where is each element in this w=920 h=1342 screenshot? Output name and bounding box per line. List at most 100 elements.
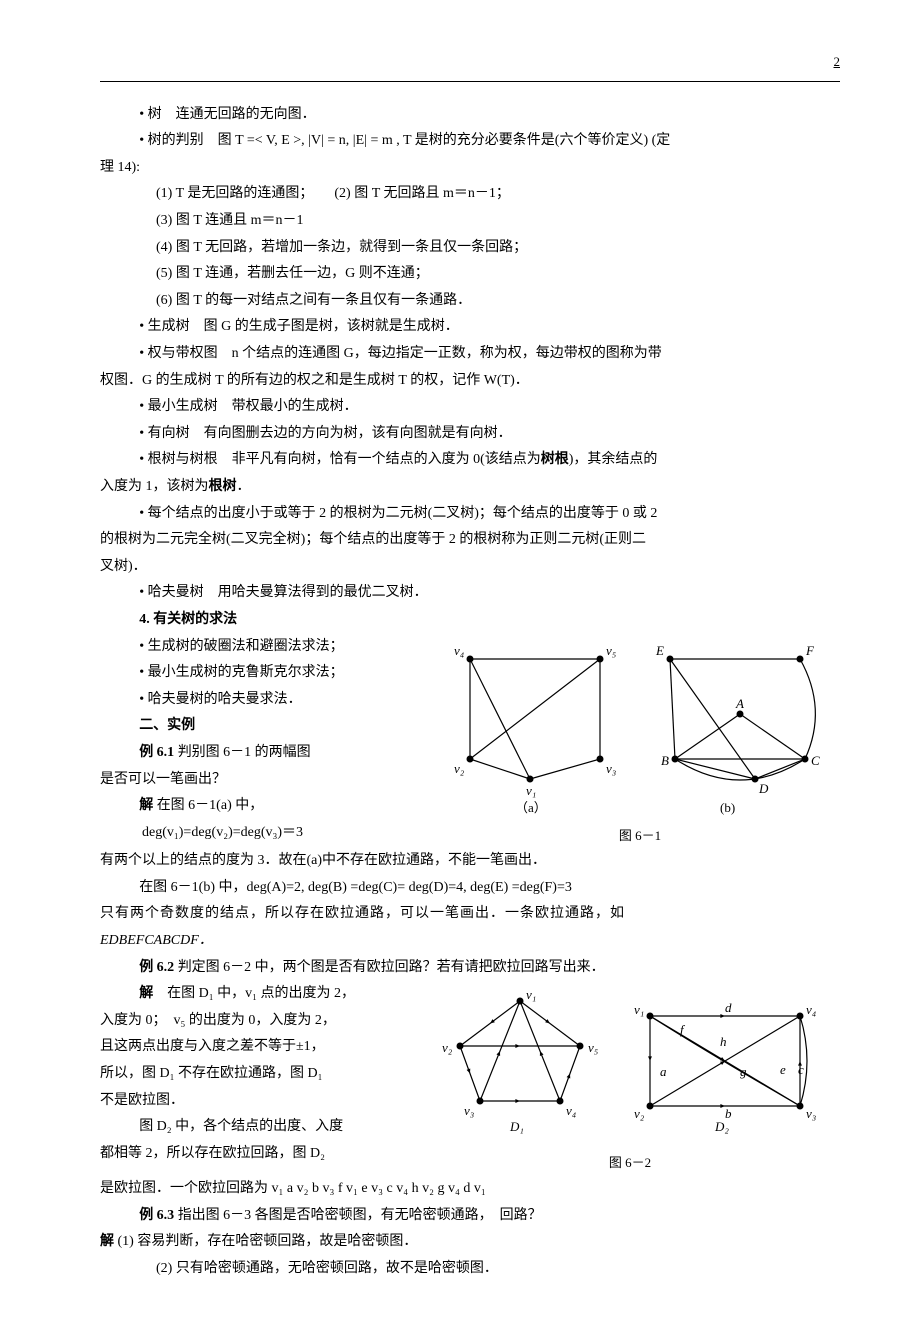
txt: , T 是树的充分必要条件是(六个等价定义) (定	[396, 133, 670, 148]
c1b: (2) 图 T 无回路且 m＝n－1；	[334, 186, 510, 201]
svg-text:v₁: v₁	[526, 987, 536, 1002]
svg-text:D₁: D₁	[509, 1119, 524, 1134]
figure-6-2: v₁v₂v₅v₃v₄D₁v₁v₄v₂v₃dfhagecbD₂ 图 6－2	[420, 981, 840, 1176]
svg-text:e: e	[780, 1062, 786, 1077]
t: • 根树与树根 非平凡有向树，恰有一个结点的入度为 0(该结点为	[139, 452, 541, 467]
cond: (5) 图 T 连通，若删去任一边，G 则不连通；	[100, 261, 840, 288]
svg-text:C: C	[811, 753, 820, 768]
line: 的根树为二元完全树(二叉完全树)；每个结点的出度等于 2 的根树称为正则二元树(…	[100, 527, 840, 554]
svg-text:v₄: v₄	[454, 643, 465, 658]
svg-text:d: d	[725, 1000, 732, 1015]
h4: 4. 有关树的求法	[100, 607, 840, 634]
line: 图 D₂ 中，各个结点的出度、入度	[100, 1114, 420, 1141]
line: 叉树)．	[100, 554, 840, 581]
top-rule	[100, 81, 840, 82]
ex62: 例 6.2 判定图 6－2 中，两个图是否有欧拉回路？若有请把欧拉回路写出来．	[100, 955, 840, 982]
svg-text:（a）: （a）	[515, 800, 547, 815]
svg-text:v₄: v₄	[806, 1002, 817, 1017]
line: EDBEFCABCDF．	[100, 928, 840, 955]
svg-text:g: g	[740, 1064, 747, 1079]
exnum: 例 6.2	[139, 960, 174, 975]
svg-text:B: B	[661, 753, 669, 768]
sol3: 解 (1) 容易判断，存在哈密顿回路，故是哈密顿图．	[100, 1229, 840, 1256]
svg-text:v₅: v₅	[606, 643, 616, 658]
line: • 生成树 图 G 的生成子图是树，该树就是生成树．	[100, 314, 840, 341]
line: 不是欧拉图．	[100, 1088, 420, 1115]
cond: (6) 图 T 的每一对结点之间有一条且仅有一条通路．	[100, 288, 840, 315]
t: 判别图 6－1 的两幅图	[174, 745, 311, 760]
cond: (1) T 是无回路的连通图； (2) 图 T 无回路且 m＝n－1；	[100, 181, 840, 208]
t: 判定图 6－2 中，两个图是否有欧拉回路？若有请把欧拉回路写出来．	[174, 960, 605, 975]
txt: • 树的判别 图	[139, 133, 231, 148]
fig61-caption: 图 6－1	[440, 824, 840, 849]
svg-text:v₂: v₂	[634, 1106, 645, 1121]
line: • 根树与树根 非平凡有向树，恰有一个结点的入度为 0(该结点为树根)，其余结点…	[100, 447, 840, 474]
svg-text:F: F	[805, 643, 815, 658]
svg-text:c: c	[798, 1062, 804, 1077]
fig62-caption: 图 6－2	[420, 1151, 840, 1176]
svg-text:h: h	[720, 1034, 727, 1049]
t: 在图 6－1(a) 中，	[153, 798, 263, 813]
t: ．	[237, 479, 251, 494]
cond: (4) 图 T 无回路，若增加一条边，就得到一条且仅一条回路；	[100, 235, 840, 262]
svg-text:v₄: v₄	[566, 1103, 577, 1118]
c1a: (1) T 是无回路的连通图；	[156, 186, 313, 201]
line: • 权与带权图 n 个结点的连通图 G，每边指定一正数，称为权，每边带权的图称为…	[100, 341, 840, 368]
solmark: 解	[139, 986, 153, 1001]
t: (1) 容易判断，存在哈密顿回路，故是哈密顿图．	[114, 1234, 417, 1249]
h-examples: 二、实例	[100, 713, 440, 740]
svg-text:A: A	[735, 696, 744, 711]
svg-text:f: f	[680, 1022, 686, 1037]
line: 有两个以上的结点的度为 3．故在(a)中不存在欧拉通路，不能一笔画出．	[100, 848, 840, 875]
svg-text:v₁: v₁	[526, 783, 536, 798]
svg-text:v₂: v₂	[454, 761, 465, 776]
line: 在图 6－1(b) 中，deg(A)=2, deg(B) =deg(C)= de…	[100, 875, 840, 902]
exnum: 例 6.1	[139, 745, 174, 760]
ex61: 例 6.1 判别图 6－1 的两幅图	[100, 740, 440, 767]
line: 入度为 0； v₅ 的出度为 0，入度为 2，	[100, 1008, 420, 1035]
svg-text:a: a	[660, 1064, 667, 1079]
line: • 生成树的破圈法和避圈法求法；	[100, 634, 440, 661]
figure-6-1: v₄ v₅ v₂ v₃ v₁ （a） E F A B C D (b) 图 6－1	[440, 634, 840, 849]
line: • 树的判别 图 T =< V, E >, |V| = n, |E| = m ,…	[100, 128, 840, 155]
deg: deg(v₁)=deg(v₂)=deg(v₃)＝3	[100, 820, 440, 847]
svg-text:v₃: v₃	[464, 1103, 474, 1118]
svg-text:v₅: v₅	[588, 1040, 598, 1055]
line: 都相等 2，所以存在欧拉回路，图 D₂	[100, 1141, 420, 1168]
page-number: 2	[100, 50, 840, 75]
t: 在图 D₁ 中，v₁ 点的出度为 2，	[153, 986, 355, 1001]
svg-text:(b): (b)	[720, 800, 735, 815]
line: • 最小生成树的克鲁斯克尔求法；	[100, 660, 440, 687]
line: • 每个结点的出度小于或等于 2 的根树为二元树(二叉树)；每个结点的出度等于 …	[100, 501, 840, 528]
svg-text:D₂: D₂	[714, 1119, 729, 1134]
svg-text:v₂: v₂	[442, 1040, 453, 1055]
line: 只有两个奇数度的结点，所以存在欧拉通路，可以一笔画出．一条欧拉通路，如	[100, 901, 840, 928]
line: 权图．G 的生成树 T 的所有边的权之和是生成树 T 的权，记作 W(T)．	[100, 368, 840, 395]
line: 所以，图 D₁ 不存在欧拉通路，图 D₁	[100, 1061, 420, 1088]
svg-text:v₃: v₃	[606, 761, 616, 776]
solmark: 解	[139, 798, 153, 813]
line: (2) 只有哈密顿通路，无哈密顿回路，故不是哈密顿图．	[100, 1256, 840, 1283]
line: • 有向树 有向图删去边的方向为树，该有向图就是有向树．	[100, 421, 840, 448]
svg-text:D: D	[758, 781, 769, 796]
line: 是否可以一笔画出？	[100, 767, 440, 794]
line: 入度为 1，该树为根树．	[100, 474, 840, 501]
t: 入度为 1，该树为	[100, 479, 209, 494]
cond: (3) 图 T 连通且 m＝n－1	[100, 208, 840, 235]
line: 理 14):	[100, 155, 840, 182]
line: • 树 连通无回路的无向图．	[100, 102, 840, 129]
line: • 哈夫曼树的哈夫曼求法．	[100, 687, 440, 714]
line: 是欧拉图．一个欧拉回路为 v₁ a v₂ b v₃ f v₁ e v₃ c v₄…	[100, 1176, 840, 1203]
line: 且这两点出度与入度之差不等于±1，	[100, 1034, 420, 1061]
b: 树根	[541, 452, 569, 467]
exnum: 例 6.3	[139, 1208, 174, 1223]
b: 根树	[209, 479, 237, 494]
sol: 解 在图 6－1(a) 中，	[100, 793, 440, 820]
sol: 解 在图 D₁ 中，v₁ 点的出度为 2，	[100, 981, 420, 1008]
svg-text:v₁: v₁	[634, 1002, 644, 1017]
t: )，其余结点的	[569, 452, 658, 467]
t: 指出图 6－3 各图是否哈密顿图，有无哈密顿通路， 回路？	[174, 1208, 542, 1223]
svg-text:E: E	[655, 643, 664, 658]
svg-text:v₃: v₃	[806, 1106, 816, 1121]
line: • 最小生成树 带权最小的生成树．	[100, 394, 840, 421]
